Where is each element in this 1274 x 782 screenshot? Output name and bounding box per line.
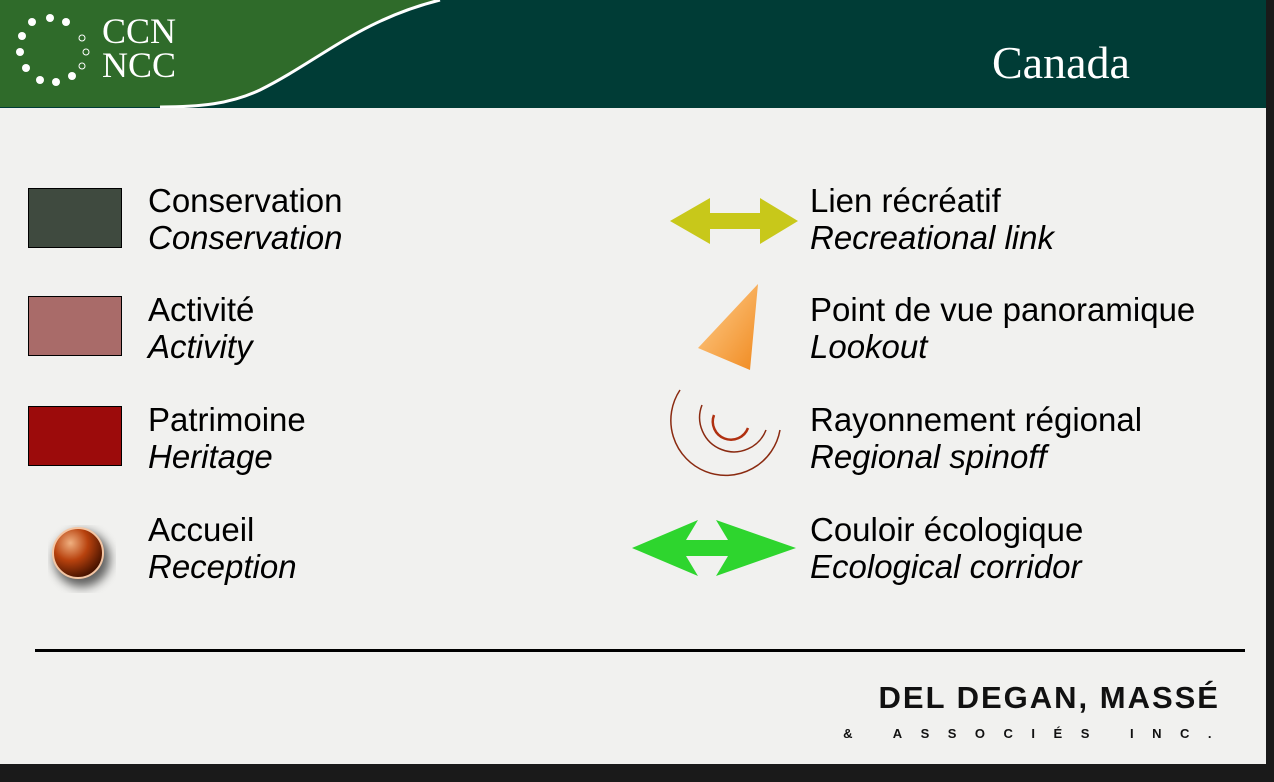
canada-wordmark: Canada (992, 37, 1130, 88)
header-curve-line (159, 0, 441, 108)
swatch-conservation (28, 188, 122, 248)
legend-label-en: Recreational link (810, 219, 1054, 256)
reception-icon (52, 527, 110, 587)
legend-label-en: Activity (148, 328, 253, 365)
legend-label-en: Ecological corridor (810, 548, 1082, 585)
header-curve (0, 0, 440, 107)
swatch-activity (28, 296, 122, 356)
spinoff-icon (670, 389, 781, 477)
legend-label-fr: Patrimoine (148, 401, 306, 438)
right-icons (632, 198, 798, 576)
legend-label-fr: Rayonnement régional (810, 401, 1143, 438)
legend-label-fr: Lien récréatif (810, 182, 1001, 219)
company-suffix: & ASSOCIÉS INC. (843, 726, 1230, 741)
ecological-corridor-icon (632, 520, 796, 576)
lookout-icon (698, 284, 758, 370)
legend-label-en: Regional spinoff (810, 438, 1047, 475)
legend-label-fr: Point de vue panoramique (810, 291, 1196, 328)
swatch-heritage (28, 406, 122, 466)
logo-ccn: CCN (102, 11, 177, 51)
legend-label-en: Heritage (148, 438, 273, 475)
legend-label-fr: Activité (148, 291, 255, 328)
header (0, 0, 1266, 108)
logo-ncc: NCC (102, 45, 177, 85)
page: CCN NCC Canada Conservation Conservation A… (0, 0, 1266, 764)
legend-label-fr: Accueil (148, 511, 255, 548)
logo-leaves (16, 14, 90, 86)
company-name: DEL DEGAN, MASSÉ (878, 680, 1220, 715)
legend-label-fr: Conservation (148, 182, 343, 219)
divider (35, 649, 1245, 652)
recreational-link-icon (670, 198, 798, 244)
legend-label-fr: Couloir écologique (810, 511, 1084, 548)
legend-label-en: Conservation (148, 219, 343, 256)
legend-label-en: Reception (148, 548, 297, 585)
logo-text: CCN NCC (102, 11, 177, 85)
legend-label-en: Lookout (810, 328, 928, 365)
